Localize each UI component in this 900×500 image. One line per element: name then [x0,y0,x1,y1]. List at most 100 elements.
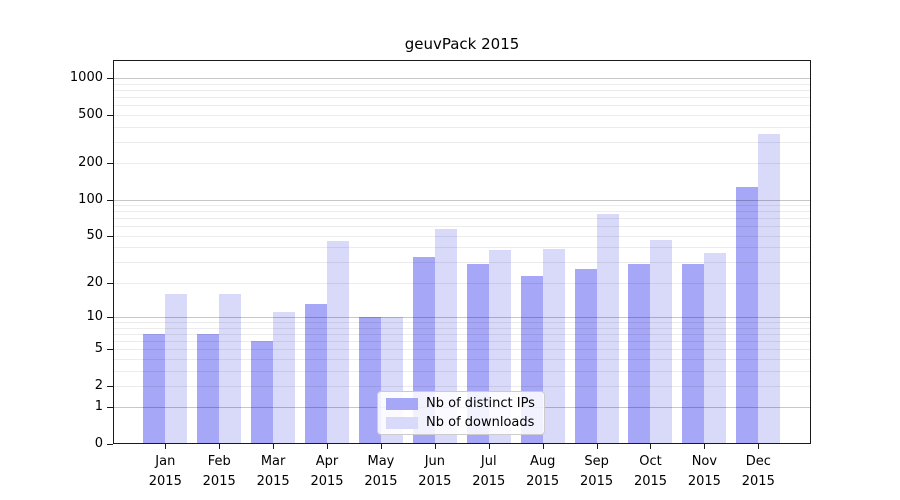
legend-label-distinct-ips: Nb of distinct IPs [426,396,535,411]
bar-downloads [434,228,457,444]
y-tick-label: 100 [78,191,103,207]
y-tick-mark [107,235,113,237]
bar-distinct-ips [628,263,651,444]
bar-distinct-ips [251,340,274,444]
y-tick-label: 50 [86,227,103,243]
chart-title: geuvPack 2015 [404,35,520,53]
gridline-minor [113,126,811,128]
legend: Nb of distinct IPs Nb of downloads [377,391,545,435]
y-tick-label: 10 [86,308,103,324]
x-tick-mark [219,444,221,449]
y-tick-mark [107,78,113,79]
gridline-minor [113,333,811,335]
bar-distinct-ips [574,269,597,444]
y-tick-label: 20 [86,274,103,290]
bar-downloads [165,293,188,444]
legend-label-downloads: Nb of downloads [426,415,535,430]
gridline-major [113,317,811,318]
bar-downloads [650,240,673,444]
legend-swatch-downloads [386,416,418,429]
gridline-minor [113,262,811,264]
x-tick-mark [758,444,760,449]
gridline-minor [113,141,811,143]
gridline-minor [113,247,811,249]
x-tick-label: Apr 2015 [310,454,344,489]
bar-distinct-ips [305,304,328,444]
x-tick-mark [488,444,490,449]
plot-area: Nb of distinct IPs Nb of downloads [113,60,811,444]
bar-distinct-ips [736,186,759,444]
x-tick-mark [380,444,382,449]
y-tick-mark [107,282,113,284]
x-tick-mark [434,444,436,449]
y-tick-mark [107,444,113,445]
x-tick-label: Aug 2015 [526,454,560,489]
gridline-minor [113,163,811,165]
bar-distinct-ips [682,263,705,444]
gridline-minor [113,226,811,228]
legend-item-downloads: Nb of downloads [386,415,536,430]
gridline-minor [113,235,811,237]
bar-distinct-ips [358,316,381,444]
bar-downloads [219,293,242,444]
bar-downloads [704,252,727,444]
x-tick-label: Sep 2015 [580,454,614,489]
x-tick-mark [650,444,652,449]
y-tick-label: 5 [94,341,103,357]
y-tick-mark [107,385,113,387]
x-tick-label: Jan 2015 [148,454,182,489]
y-tick-label: 500 [78,106,103,122]
gridline-major [113,78,811,79]
gridline-minor [113,327,811,329]
gridline-minor [113,89,811,91]
gridline-major [113,199,811,201]
gridline-minor [113,322,811,323]
y-tick-mark [107,316,113,318]
gridline-minor [113,205,811,206]
bar-downloads [596,213,619,444]
x-tick-mark [704,444,706,449]
gridline-minor [113,349,811,351]
y-tick-mark [107,349,113,351]
y-tick-label: 200 [78,155,103,171]
y-tick-label: 1000 [69,70,103,85]
y-tick-mark [107,199,113,201]
bar-distinct-ips [143,333,166,444]
gridline-minor [113,105,811,106]
bar-downloads [542,248,565,444]
x-tick-mark [596,444,598,449]
gridline-minor [113,114,811,116]
gridline-minor [113,282,811,284]
x-tick-label: Feb 2015 [202,454,236,489]
x-tick-label: Mar 2015 [256,454,290,489]
y-tick-label: 1 [94,399,103,415]
gridline-minor [113,96,811,98]
bar-downloads [758,133,781,444]
x-tick-label: Dec 2015 [741,454,775,489]
legend-item-distinct-ips: Nb of distinct IPs [386,396,536,411]
x-tick-mark [542,444,544,449]
bar-distinct-ips [197,333,220,444]
x-tick-label: Nov 2015 [687,454,721,489]
x-tick-label: Jun 2015 [418,454,452,489]
gridline-minor [113,218,811,220]
y-tick-mark [107,407,113,409]
gridline-minor [113,370,811,372]
x-tick-label: Oct 2015 [633,454,668,489]
x-tick-label: May 2015 [364,454,398,489]
gridline-minor [113,358,811,360]
gridline-minor [113,340,811,342]
legend-swatch-distinct-ips [386,397,418,410]
x-tick-mark [327,444,329,449]
bar-downloads [327,241,350,444]
gridline-minor [113,385,811,387]
y-tick-label: 0 [94,436,103,451]
gridline-minor [113,83,811,85]
x-tick-label: Jul 2015 [472,454,506,489]
x-tick-mark [273,444,275,449]
y-tick-mark [107,163,113,165]
y-tick-mark [107,114,113,116]
bar-downloads [273,312,296,444]
gridline-minor [113,211,811,213]
